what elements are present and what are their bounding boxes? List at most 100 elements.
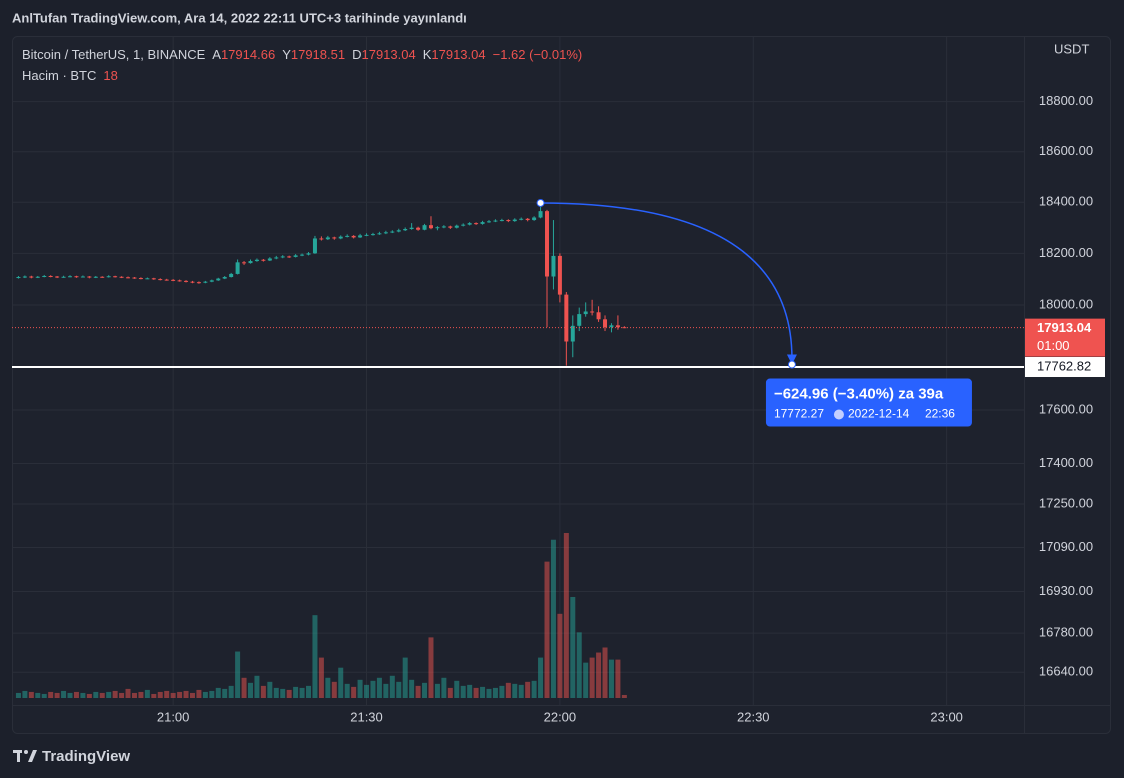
- candle-body: [22, 276, 27, 278]
- ohlc-key: A: [212, 47, 221, 62]
- volume-bar: [235, 651, 241, 698]
- volume-bar: [22, 690, 28, 698]
- candle-body: [416, 227, 421, 230]
- candle-body: [364, 234, 369, 236]
- candle-body: [525, 218, 530, 221]
- candle-body: [68, 276, 73, 278]
- y-tick-label: 18600.00: [1039, 143, 1093, 158]
- candle-body: [519, 218, 524, 220]
- volume-bar: [273, 687, 279, 698]
- volume-bar: [293, 686, 299, 698]
- volume-bar: [583, 662, 589, 698]
- candle-body: [216, 278, 221, 281]
- last-price-box: [1025, 318, 1105, 357]
- candle-body: [448, 226, 453, 228]
- y-tick-label: 18400.00: [1039, 194, 1093, 209]
- volume-bar: [596, 652, 602, 698]
- volume-bar: [467, 684, 473, 698]
- y-tick-label: 18000.00: [1039, 296, 1093, 311]
- volume-bar: [364, 684, 370, 698]
- overlay: −624.96 (−3.40%) za 39a 17772.27 2022-12-1…: [12, 198, 1105, 427]
- volume-bar: [286, 689, 292, 698]
- volume-bar: [61, 690, 67, 698]
- hline-box: [1025, 357, 1105, 378]
- volume-bar: [73, 691, 79, 698]
- volume-bar: [260, 685, 266, 698]
- volume-bar: [267, 681, 273, 698]
- candle-body: [474, 223, 479, 225]
- candle-body: [145, 278, 150, 280]
- candle-body: [164, 279, 169, 281]
- volume-bar: [138, 691, 144, 698]
- candle-body: [403, 228, 408, 231]
- measure-end: [787, 360, 796, 369]
- candle-body: [383, 232, 388, 234]
- y-axis-label: USDT: [1054, 41, 1089, 56]
- volume-bar: [422, 682, 428, 698]
- volume-bar: [512, 683, 518, 698]
- volume-bar: [538, 657, 544, 698]
- volume-bar: [183, 690, 189, 698]
- candle-body: [435, 227, 440, 229]
- volume-bar: [215, 687, 221, 698]
- candle-body: [248, 261, 253, 264]
- candle-body: [564, 294, 569, 342]
- candle-body: [42, 275, 47, 277]
- change: −1.62 (−0.01%): [492, 47, 583, 62]
- candle-body: [158, 279, 163, 281]
- volume-bar: [396, 681, 402, 698]
- candle-body: [499, 220, 504, 222]
- volume-bar: [170, 692, 176, 698]
- volume-bar: [492, 687, 498, 698]
- volume-bar: [557, 613, 563, 698]
- volume-bar: [615, 659, 621, 698]
- volume-bar: [454, 680, 460, 698]
- volume-bar: [621, 694, 627, 698]
- volume-bar: [144, 689, 150, 698]
- volume-bar: [576, 632, 582, 698]
- candle-body: [261, 259, 266, 261]
- y-tick-label: 17600.00: [1039, 401, 1093, 416]
- candle-body: [338, 236, 343, 239]
- candle-body: [551, 255, 556, 277]
- volume-bar: [202, 691, 208, 698]
- volume: [15, 533, 627, 698]
- ohlc-value: 17918.51: [290, 47, 346, 62]
- ohlc-key: K: [422, 47, 432, 62]
- volume-bar: [312, 615, 318, 698]
- volume-bar: [608, 659, 614, 698]
- candle-body: [190, 281, 195, 283]
- legend-row: Hacim · BTC 18: [22, 65, 582, 86]
- candle-body: [48, 275, 53, 277]
- candle-body: [61, 276, 66, 278]
- volume-bar: [164, 690, 170, 698]
- candle-body: [209, 280, 214, 282]
- chart-frame: [12, 36, 1111, 734]
- ohlc-key: D: [352, 47, 362, 62]
- candle-body: [132, 277, 137, 279]
- volume-bar: [447, 687, 453, 698]
- candle-body: [35, 276, 40, 278]
- candle-body: [396, 230, 401, 232]
- candle-body: [538, 211, 543, 218]
- y-tick-label: 16930.00: [1039, 583, 1093, 598]
- candle-body: [596, 312, 601, 320]
- volume-bar: [428, 637, 434, 698]
- volume-bar: [325, 677, 331, 698]
- logo: TradingView: [13, 748, 130, 765]
- logo-mark: [24, 750, 28, 754]
- candle-body: [235, 262, 240, 274]
- candle-body: [126, 277, 131, 279]
- volume-bar: [409, 679, 415, 698]
- candle-body: [171, 279, 176, 281]
- volume-bar: [344, 683, 350, 698]
- candle-body: [454, 225, 459, 228]
- candle-body: [16, 277, 21, 279]
- volume-bar: [505, 682, 511, 698]
- candle-body: [242, 262, 247, 264]
- candle-body: [422, 225, 427, 230]
- candle-body: [467, 223, 472, 225]
- candle-body: [74, 276, 79, 278]
- candle-body: [545, 211, 550, 277]
- candle-body: [319, 238, 324, 240]
